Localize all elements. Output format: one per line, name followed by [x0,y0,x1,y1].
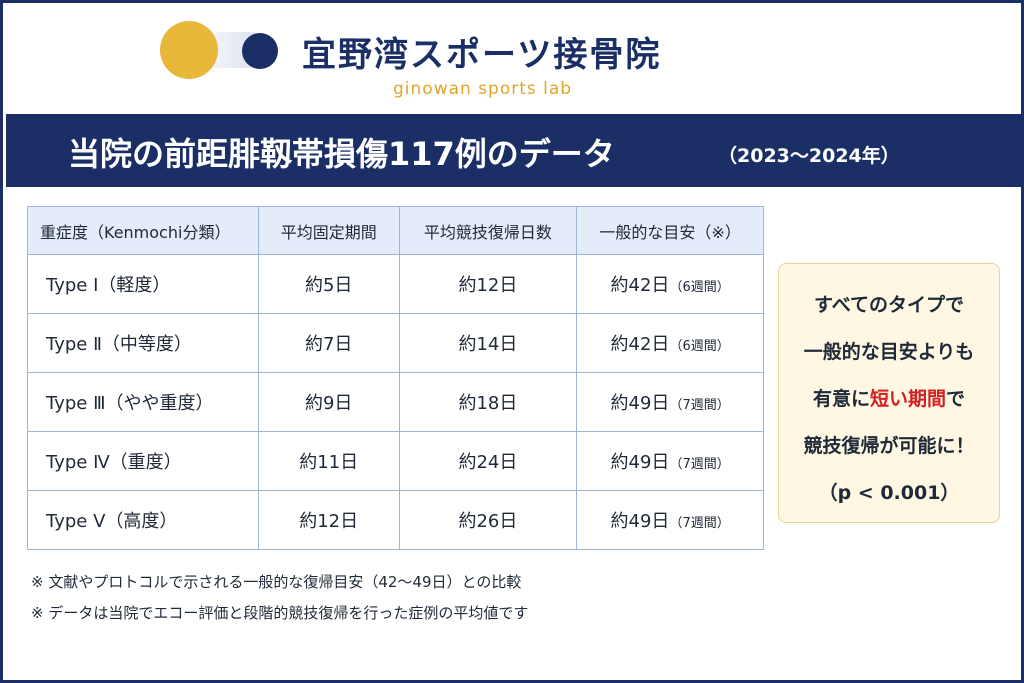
general-weeks: （7週間） [669,457,730,472]
cell-return: 約12日 [398,254,578,314]
conclusion-callout: すべてのタイプで 一般的な目安よりも 有意に短い期間で 競技復帰が可能に！ （p… [778,263,1000,523]
cell-return: 約14日 [398,313,578,373]
general-days: 約42日 [610,334,670,355]
cell-return: 約18日 [398,372,578,432]
table-row: Type Ⅲ（やや重度） 約9日 約18日 約49日（7週間） [27,372,764,432]
table-row: Type Ⅴ（高度） 約12日 約26日 約49日（7週間） [27,490,764,550]
general-weeks: （6週間） [669,280,730,295]
cell-type: Type Ⅲ（やや重度） [27,372,259,432]
header-general-guideline: 一般的な目安（※） [576,206,764,255]
clinic-logo: 宜野湾スポーツ接骨院 ginowan sports lab [160,21,720,105]
cell-general: 約42日（6週間） [576,313,764,373]
header-fixation: 平均固定期間 [257,206,400,255]
general-days: 約49日 [610,393,670,414]
table-row: Type Ⅱ（中等度） 約7日 約14日 約42日（6週間） [27,313,764,373]
callout-line-3: 有意に短い期間で [779,384,999,411]
results-table: 重症度（Kenmochi分類） 平均固定期間 平均競技復帰日数 一般的な目安（※… [27,206,764,550]
callout-highlight: 短い期間 [869,388,946,410]
cell-type: Type Ⅰ（軽度） [27,254,259,314]
cell-fixation: 約9日 [257,372,400,432]
cell-return: 約26日 [398,490,578,550]
header-return-days: 平均競技復帰日数 [398,206,578,255]
callout-pvalue: （p < 0.001） [818,482,960,504]
general-weeks: （7週間） [669,398,730,413]
cell-general: 約49日（7週間） [576,372,764,432]
cell-general: 約49日（7週間） [576,431,764,491]
cell-type: Type Ⅱ（中等度） [27,313,259,373]
clinic-name-jp: 宜野湾スポーツ接骨院 [302,35,662,75]
general-days: 約49日 [610,511,670,532]
cell-fixation: 約5日 [257,254,400,314]
cell-return: 約24日 [398,431,578,491]
cell-general: 約42日（6週間） [576,254,764,314]
page-title: 当院の前距腓靱帯損傷117例のデータ [68,135,615,173]
general-days: 約49日 [610,452,670,473]
data-period: （2023〜2024年） [718,145,900,167]
header-severity: 重症度（Kenmochi分類） [27,206,259,255]
cell-general: 約49日（7週間） [576,490,764,550]
cell-type: Type Ⅴ（高度） [27,490,259,550]
general-weeks: （7週間） [669,516,730,531]
footnote-1: ※ 文献やプロトコルで示される一般的な復帰目安（42〜49日）との比較 [31,573,522,591]
cell-type: Type Ⅳ（重度） [27,431,259,491]
callout-text-before: 有意に [812,388,870,410]
logo-gold-circle [160,21,218,79]
clinic-name-en: ginowan sports lab [393,79,573,99]
footnote-2: ※ データは当院でエコー評価と段階的競技復帰を行った症例の平均値です [31,604,529,622]
cell-fixation: 約12日 [257,490,400,550]
callout-line-4: 競技復帰が可能に！ [803,435,975,457]
table-header-row: 重症度（Kenmochi分類） 平均固定期間 平均競技復帰日数 一般的な目安（※… [27,206,764,255]
general-days: 約42日 [610,275,670,296]
callout-text-after: で [946,388,966,410]
logo-navy-circle [242,33,278,69]
cell-fixation: 約7日 [257,313,400,373]
callout-line-2: 一般的な目安よりも [803,341,975,363]
callout-line-1: すべてのタイプで [814,294,964,316]
general-weeks: （6週間） [669,339,730,354]
title-banner: 当院の前距腓靱帯損傷117例のデータ （2023〜2024年） [6,114,1024,187]
table-row: Type Ⅰ（軽度） 約5日 約12日 約42日（6週間） [27,254,764,314]
table-row: Type Ⅳ（重度） 約11日 約24日 約49日（7週間） [27,431,764,491]
cell-fixation: 約11日 [257,431,400,491]
